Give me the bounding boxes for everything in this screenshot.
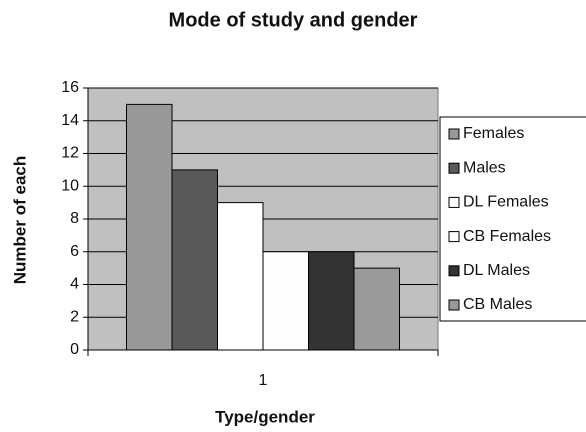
y-tick-label: 8 xyxy=(70,210,79,227)
bar xyxy=(308,251,355,351)
legend-swatch xyxy=(448,265,460,277)
legend-label: CB Females xyxy=(463,228,551,245)
bar xyxy=(126,103,173,351)
bar xyxy=(217,202,264,351)
legend-label: Males xyxy=(463,159,506,176)
chart-title: Mode of study and gender xyxy=(169,9,418,31)
legend-box xyxy=(439,116,586,322)
y-tick-label: 16 xyxy=(61,79,79,96)
y-tick-label: 14 xyxy=(61,112,79,129)
y-axis-title: Number of each xyxy=(10,156,29,284)
bar xyxy=(262,251,309,351)
x-tick-label: 1 xyxy=(259,372,268,389)
legend-swatch xyxy=(448,231,460,243)
bar xyxy=(353,267,400,351)
legend-label: CB Males xyxy=(463,296,532,313)
y-tick-label: 4 xyxy=(70,276,79,293)
legend-label: DL Females xyxy=(463,194,549,211)
legend-label: DL Males xyxy=(463,262,530,279)
legend-swatch xyxy=(448,162,460,174)
legend-swatch xyxy=(448,128,460,140)
legend-swatch xyxy=(448,196,460,208)
y-tick-label: 10 xyxy=(61,177,79,194)
y-tick-label: 6 xyxy=(70,243,79,260)
bar xyxy=(171,169,218,351)
legend-label: Females xyxy=(463,125,524,142)
x-axis-title: Type/gender xyxy=(215,407,315,426)
y-tick-label: 2 xyxy=(70,308,79,325)
y-tick-label: 12 xyxy=(61,145,79,162)
y-tick-label: 0 xyxy=(70,341,79,358)
legend-swatch xyxy=(448,299,460,311)
